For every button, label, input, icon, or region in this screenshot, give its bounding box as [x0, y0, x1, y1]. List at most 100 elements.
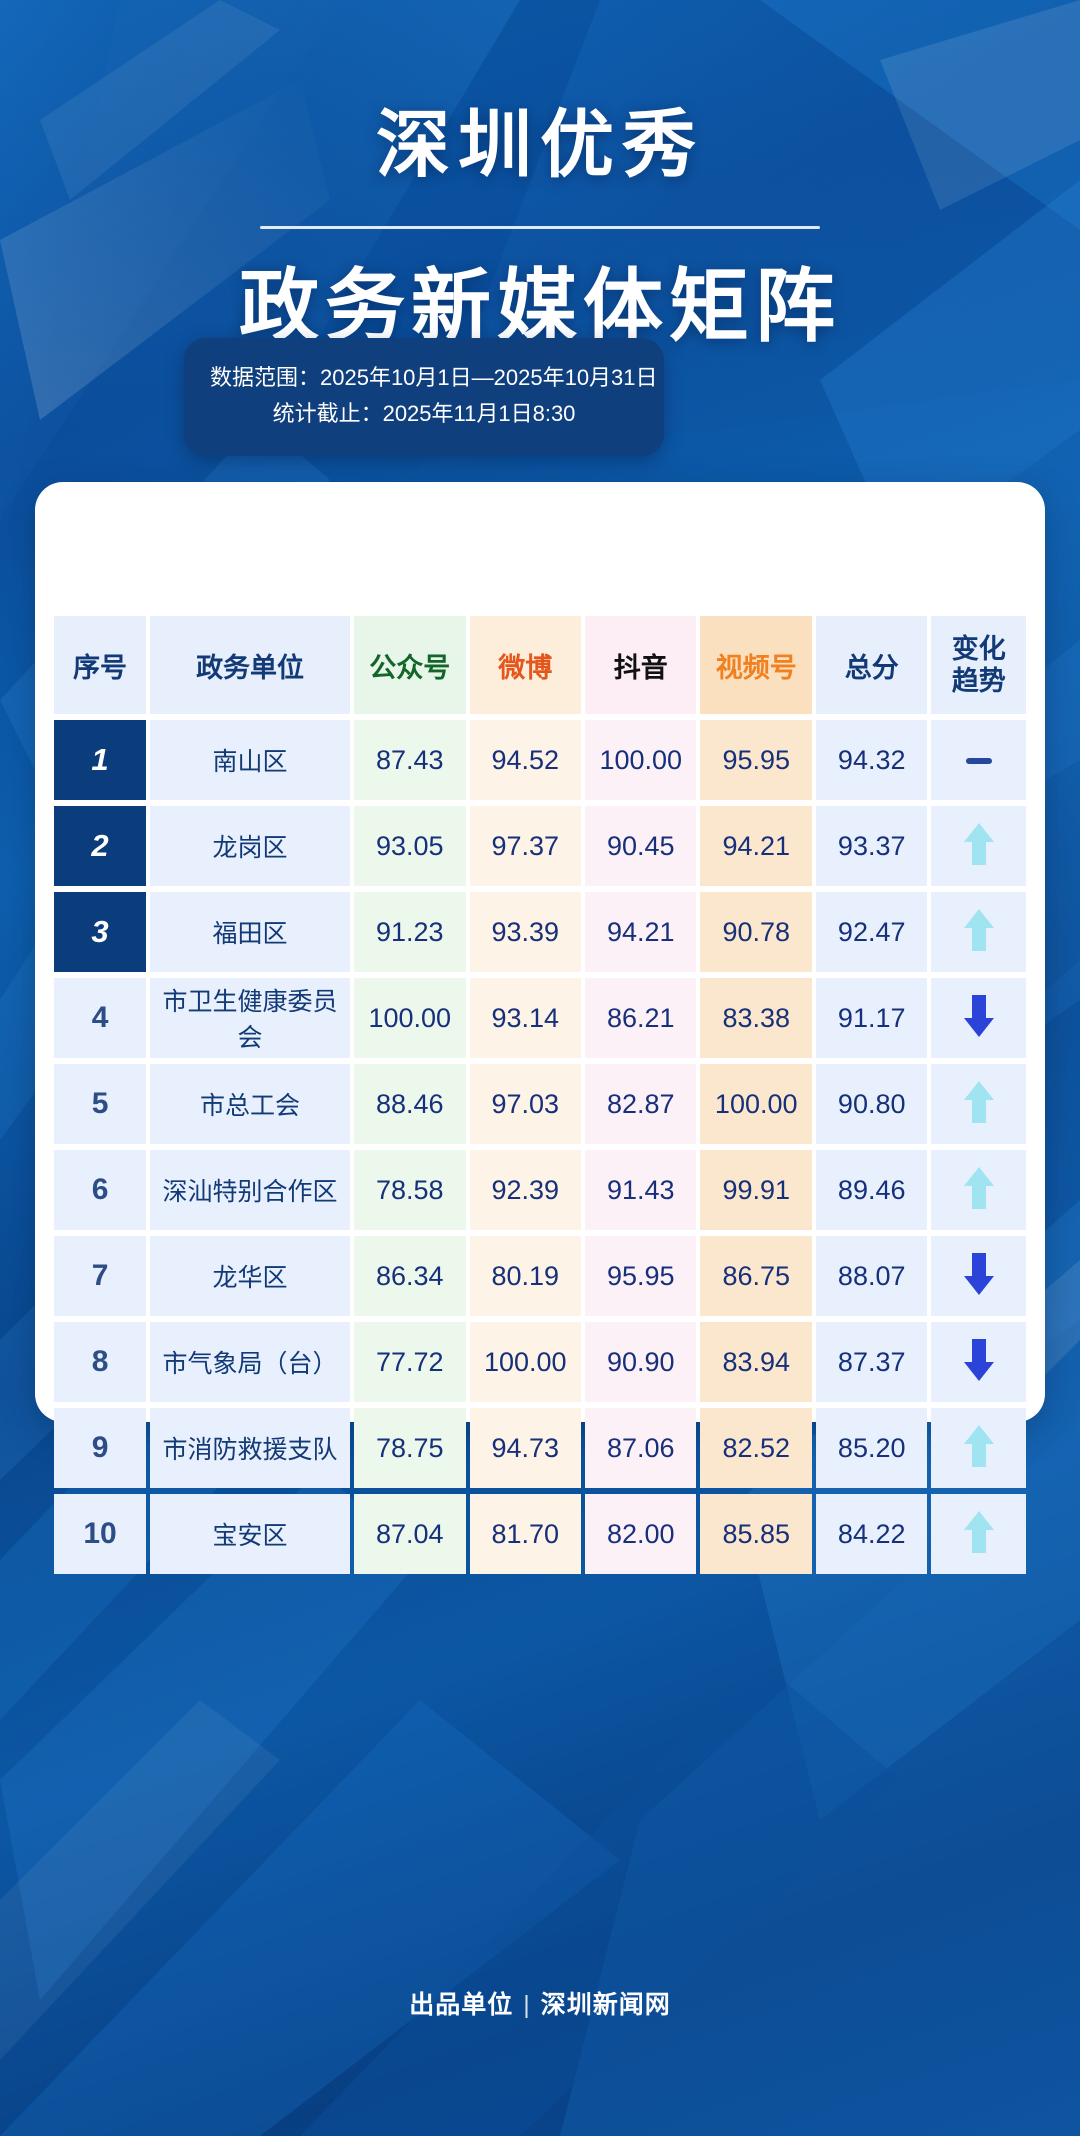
table-row: 2 龙岗区 93.05 97.37 90.45 94.21 93.37 [54, 806, 1026, 886]
cell-unit: 福田区 [150, 892, 351, 972]
cell-rank: 1 [54, 720, 147, 800]
cell-wechat: 78.58 [354, 1150, 466, 1230]
cell-unit: 市总工会 [150, 1064, 351, 1144]
table-row: 9 市消防救援支队 78.75 94.73 87.06 82.52 85.20 [54, 1408, 1026, 1488]
cell-total: 90.80 [815, 1064, 928, 1144]
cell-trend-up [931, 1494, 1026, 1574]
cell-wechat: 88.46 [354, 1064, 466, 1144]
col-header-weibo: 微博 [469, 616, 581, 714]
cell-rank: 7 [54, 1236, 147, 1316]
cell-total: 87.37 [815, 1322, 928, 1402]
cell-douyin: 90.90 [585, 1322, 697, 1402]
arrow-up-icon [962, 1423, 996, 1469]
cell-weibo: 94.52 [469, 720, 581, 800]
cell-weibo: 93.39 [469, 892, 581, 972]
cell-total: 85.20 [815, 1408, 928, 1488]
cell-trend-flat [931, 720, 1026, 800]
col-header-wechat: 公众号 [354, 616, 466, 714]
footer-label: 出品单位 [409, 1991, 514, 2019]
cell-channel: 95.95 [700, 720, 812, 800]
footer-separator: | [523, 1991, 531, 2019]
cell-douyin: 87.06 [585, 1408, 697, 1488]
cell-douyin: 100.00 [585, 720, 697, 800]
col-header-trend-line1: 变化 [951, 634, 1006, 664]
cell-total: 94.32 [815, 720, 928, 800]
table-header-row: 序号 政务单位 公众号 微博 抖音 视频号 总分 变化 趋势 [54, 616, 1026, 714]
cell-trend-up [931, 1150, 1026, 1230]
cell-rank: 3 [54, 892, 147, 972]
table-row: 3 福田区 91.23 93.39 94.21 90.78 92.47 [54, 892, 1026, 972]
cell-wechat: 100.00 [354, 978, 466, 1058]
cell-total: 88.07 [815, 1236, 928, 1316]
cell-weibo: 97.37 [469, 806, 581, 886]
cell-douyin: 86.21 [585, 978, 697, 1058]
arrow-up-icon [962, 1165, 996, 1211]
cell-unit: 南山区 [150, 720, 351, 800]
cell-trend-down [931, 1322, 1026, 1402]
table-row: 4 市卫生健康委员会 100.00 93.14 86.21 83.38 91.17 [54, 978, 1026, 1058]
cell-douyin: 82.87 [585, 1064, 697, 1144]
cell-channel: 99.91 [700, 1150, 812, 1230]
cell-unit: 市气象局（台） [150, 1322, 351, 1402]
cell-unit: 龙华区 [150, 1236, 351, 1316]
table-row: 5 市总工会 88.46 97.03 82.87 100.00 90.80 [54, 1064, 1026, 1144]
cell-channel: 100.00 [700, 1064, 812, 1144]
arrow-up-icon [962, 907, 996, 953]
col-header-trend: 变化 趋势 [931, 616, 1026, 714]
col-header-rank: 序号 [54, 616, 147, 714]
cell-douyin: 90.45 [585, 806, 697, 886]
cell-weibo: 93.14 [469, 978, 581, 1058]
cell-douyin: 95.95 [585, 1236, 697, 1316]
table-row: 6 深汕特别合作区 78.58 92.39 91.43 99.91 89.46 [54, 1150, 1026, 1230]
cell-weibo: 94.73 [469, 1408, 581, 1488]
page-title-line2: 政务新媒体矩阵 [239, 260, 841, 353]
cell-douyin: 94.21 [585, 892, 697, 972]
cell-trend-down [931, 978, 1026, 1058]
cell-rank: 4 [54, 978, 147, 1058]
poster-header: 深圳优秀 政务新媒体矩阵 [0, 0, 1080, 347]
cell-total: 84.22 [815, 1494, 928, 1574]
cell-douyin: 82.00 [585, 1494, 697, 1574]
cell-channel: 85.85 [700, 1494, 812, 1574]
col-header-unit: 政务单位 [150, 616, 351, 714]
cell-channel: 86.75 [700, 1236, 812, 1316]
arrow-up-icon [962, 1079, 996, 1125]
page-title-line1: 深圳优秀 [376, 102, 704, 188]
cell-trend-down [931, 1236, 1026, 1316]
cell-rank: 9 [54, 1408, 147, 1488]
cell-unit: 市卫生健康委员会 [150, 978, 351, 1058]
cell-trend-up [931, 806, 1026, 886]
table-row: 1 南山区 87.43 94.52 100.00 95.95 94.32 [54, 720, 1026, 800]
ranking-table: 序号 政务单位 公众号 微博 抖音 视频号 总分 变化 趋势 1 南山区 87.43… [50, 610, 1030, 1580]
cell-rank: 2 [54, 806, 147, 886]
cell-weibo: 92.39 [469, 1150, 581, 1230]
cell-weibo: 81.70 [469, 1494, 581, 1574]
data-cutoff-text: 统计截止：2025年11月1日8:30 [272, 401, 576, 426]
arrow-down-icon [962, 993, 996, 1039]
cell-trend-up [931, 1408, 1026, 1488]
cell-unit: 深汕特别合作区 [150, 1150, 351, 1230]
cell-channel: 90.78 [700, 892, 812, 972]
cell-trend-up [931, 1064, 1026, 1144]
cell-channel: 94.21 [700, 806, 812, 886]
cell-total: 93.37 [815, 806, 928, 886]
table-row: 7 龙华区 86.34 80.19 95.95 86.75 88.07 [54, 1236, 1026, 1316]
cell-channel: 83.38 [700, 978, 812, 1058]
cell-wechat: 77.72 [354, 1322, 466, 1402]
col-header-total: 总分 [815, 616, 928, 714]
footer-source: 深圳新闻网 [540, 1991, 671, 2019]
cell-wechat: 87.43 [354, 720, 466, 800]
cell-douyin: 91.43 [585, 1150, 697, 1230]
cell-wechat: 93.05 [354, 806, 466, 886]
cell-weibo: 100.00 [469, 1322, 581, 1402]
cell-trend-up [931, 892, 1026, 972]
cell-unit: 龙岗区 [150, 806, 351, 886]
arrow-up-icon [962, 821, 996, 867]
arrow-down-icon [962, 1251, 996, 1297]
col-header-channel: 视频号 [700, 616, 812, 714]
arrow-up-icon [962, 1509, 996, 1555]
cell-wechat: 91.23 [354, 892, 466, 972]
cell-weibo: 80.19 [469, 1236, 581, 1316]
cell-total: 89.46 [815, 1150, 928, 1230]
cell-wechat: 87.04 [354, 1494, 466, 1574]
